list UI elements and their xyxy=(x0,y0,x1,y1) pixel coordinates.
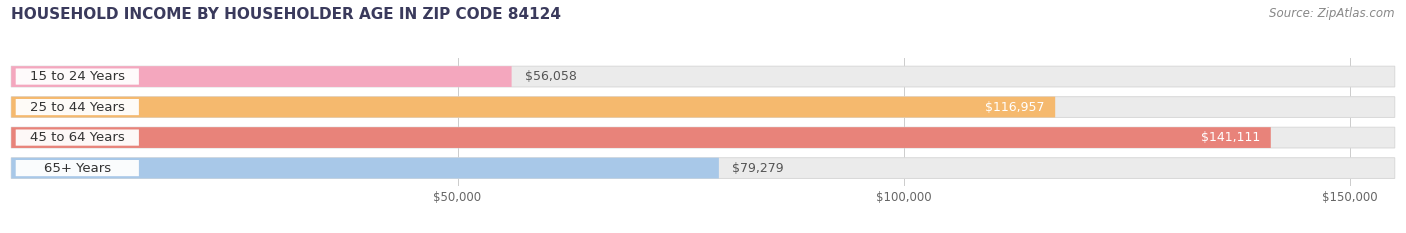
FancyBboxPatch shape xyxy=(15,130,139,146)
Text: 25 to 44 Years: 25 to 44 Years xyxy=(30,101,125,113)
Text: Source: ZipAtlas.com: Source: ZipAtlas.com xyxy=(1270,7,1395,20)
Text: 15 to 24 Years: 15 to 24 Years xyxy=(30,70,125,83)
FancyBboxPatch shape xyxy=(11,97,1395,117)
FancyBboxPatch shape xyxy=(11,66,512,87)
Text: 65+ Years: 65+ Years xyxy=(44,162,111,175)
FancyBboxPatch shape xyxy=(15,99,139,115)
FancyBboxPatch shape xyxy=(11,158,1395,178)
FancyBboxPatch shape xyxy=(11,158,718,178)
Text: $56,058: $56,058 xyxy=(524,70,576,83)
Text: $116,957: $116,957 xyxy=(986,101,1045,113)
FancyBboxPatch shape xyxy=(11,97,1054,117)
FancyBboxPatch shape xyxy=(15,160,139,176)
FancyBboxPatch shape xyxy=(11,127,1271,148)
Text: $79,279: $79,279 xyxy=(733,162,785,175)
FancyBboxPatch shape xyxy=(11,66,1395,87)
Text: HOUSEHOLD INCOME BY HOUSEHOLDER AGE IN ZIP CODE 84124: HOUSEHOLD INCOME BY HOUSEHOLDER AGE IN Z… xyxy=(11,7,561,22)
FancyBboxPatch shape xyxy=(11,127,1395,148)
FancyBboxPatch shape xyxy=(15,69,139,85)
Text: $141,111: $141,111 xyxy=(1201,131,1260,144)
Text: 45 to 64 Years: 45 to 64 Years xyxy=(30,131,125,144)
